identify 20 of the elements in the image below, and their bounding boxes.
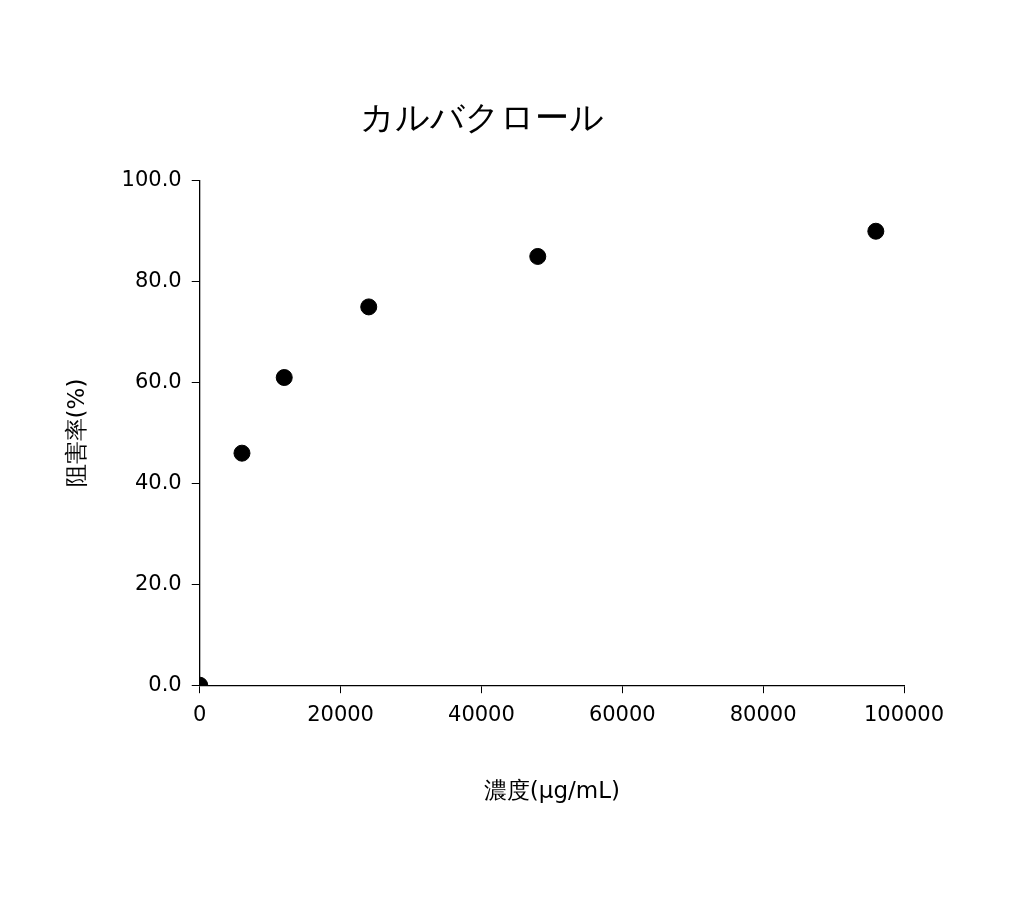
y-tick-label: 40.0 bbox=[134, 469, 182, 494]
y-tick-label: 20.0 bbox=[134, 570, 182, 595]
point bbox=[529, 247, 547, 265]
x-tick-label: 0 bbox=[193, 702, 207, 727]
y-axis-title: 阻害率(%) bbox=[62, 378, 89, 488]
x-tick-label: 80000 bbox=[729, 702, 797, 727]
chart-title: カルバクロール bbox=[360, 97, 604, 138]
x-tick-label: 60000 bbox=[588, 702, 656, 727]
x-axis-title: 濃度(μg/mL) bbox=[483, 777, 620, 804]
x-tick-label: 20000 bbox=[307, 702, 374, 727]
y-tick-label: 60.0 bbox=[134, 369, 182, 394]
point bbox=[275, 369, 293, 387]
point bbox=[867, 222, 885, 240]
y-tick-label: 100.0 bbox=[121, 167, 182, 192]
y-tick-label: 80.0 bbox=[134, 268, 182, 293]
y-tick-label: 0.0 bbox=[148, 671, 182, 696]
x-tick-label: 100000 bbox=[863, 702, 945, 727]
x-tick-label: 40000 bbox=[448, 702, 515, 727]
point bbox=[233, 444, 251, 462]
point bbox=[360, 298, 378, 316]
